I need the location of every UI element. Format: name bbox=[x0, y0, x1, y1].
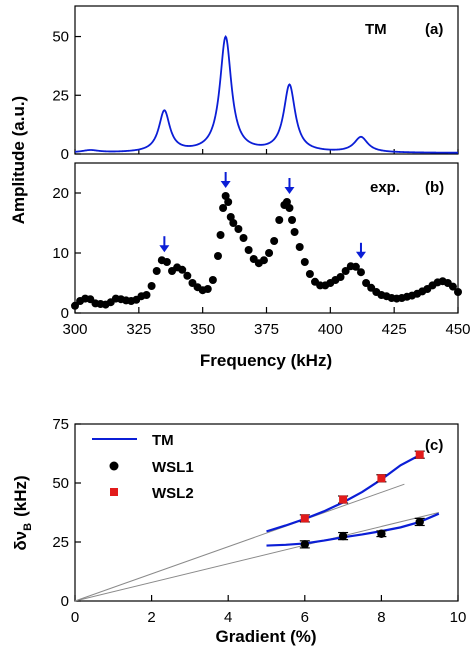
panel-b-xtick-label: 325 bbox=[126, 321, 151, 338]
panel-c-ylabel-symbol: δν bbox=[11, 531, 30, 551]
panel-b-point bbox=[285, 204, 293, 212]
panel-b-point bbox=[270, 237, 278, 245]
panel-b-ytick-label: 0 bbox=[61, 305, 69, 322]
panel-b-point bbox=[214, 252, 222, 260]
panel-b-arrow-head bbox=[356, 252, 366, 259]
panel-b-points bbox=[71, 192, 462, 310]
panel-a-tm-curve bbox=[75, 37, 458, 153]
panel-c-tm-curve bbox=[267, 455, 420, 531]
panel-b-arrow-head bbox=[221, 181, 231, 188]
panel-b-point bbox=[306, 270, 314, 278]
panel-b-point bbox=[301, 258, 309, 266]
panel-c-ytick-label: 0 bbox=[61, 593, 69, 610]
panel-b-ytick-label: 20 bbox=[52, 185, 69, 202]
panel-c-xtick-label: 0 bbox=[71, 609, 79, 626]
panel-b-xtick-label: 350 bbox=[190, 321, 215, 338]
panel-c-curves bbox=[267, 455, 439, 545]
legend-wsl2-swatch bbox=[110, 488, 118, 496]
panel-b-arrows bbox=[159, 172, 366, 259]
panel-b-xtick-label: 400 bbox=[318, 321, 343, 338]
panel-b-series-label: exp. bbox=[370, 179, 400, 196]
panel-b-point bbox=[204, 285, 212, 293]
panel-b-xtick-label: 300 bbox=[62, 321, 87, 338]
panel-a-ytick-label: 50 bbox=[52, 29, 69, 46]
panel-b-point bbox=[260, 256, 268, 264]
panel-a-yticks: 0 25 50 bbox=[52, 29, 458, 163]
panel-c-legend: TM WSL1 WSL2 bbox=[92, 432, 194, 502]
panel-b-point bbox=[288, 216, 296, 224]
panel-a: 0 25 50 TM (a) bbox=[52, 6, 458, 163]
panel-c-ylabel-sub: B bbox=[22, 523, 34, 531]
panel-c-yticks: 0 25 50 75 bbox=[52, 416, 81, 610]
panel-b-point bbox=[148, 282, 156, 290]
panel-c-xlabel: Gradient (%) bbox=[215, 627, 316, 646]
legend-wsl2-label: WSL2 bbox=[152, 485, 194, 502]
panel-b-point bbox=[275, 216, 283, 224]
panel-c-ylabel-unit: (kHz) bbox=[11, 475, 30, 517]
panel-c-ytick-label: 50 bbox=[52, 475, 69, 492]
panel-b-point bbox=[245, 246, 253, 254]
panel-b-point bbox=[183, 272, 191, 280]
legend-tm-label: TM bbox=[152, 432, 174, 449]
panel-b-point bbox=[217, 231, 225, 239]
legend-wsl1-label: WSL1 bbox=[152, 459, 194, 476]
panel-b-xtick-label: 375 bbox=[254, 321, 279, 338]
panel-b-point bbox=[265, 249, 273, 257]
panel-a-ytick-label: 25 bbox=[52, 87, 69, 104]
panel-b-arrow-head bbox=[284, 187, 294, 194]
panel-c-wsl2-point bbox=[416, 451, 424, 459]
panel-c-xtick-label: 6 bbox=[301, 609, 309, 626]
panel-c-xticks: 0 2 4 6 8 10 bbox=[71, 595, 467, 626]
panel-b-point bbox=[209, 276, 217, 284]
panel-c-frame bbox=[75, 424, 458, 601]
panel-c-wsl2-point bbox=[339, 496, 347, 504]
panel-b-arrow-head bbox=[159, 245, 169, 252]
panel-c-wsl1-point bbox=[377, 530, 385, 538]
panel-c-xtick-label: 2 bbox=[147, 609, 155, 626]
panel-a-frame bbox=[75, 6, 458, 154]
panel-b-point bbox=[142, 291, 150, 299]
panel-b: 0 10 20 300 325 350 375 400 425 450 exp. (b) Fre… bbox=[9, 96, 471, 370]
panel-c-ylabel-text: δνB (kHz) bbox=[11, 475, 34, 550]
panel-c-guide-line bbox=[75, 484, 404, 601]
panel-b-point bbox=[240, 234, 248, 242]
panel-b-xtick-label: 450 bbox=[445, 321, 470, 338]
panel-b-xticks: 300 325 350 375 400 425 450 bbox=[62, 307, 470, 338]
panel-c-label: (c) bbox=[425, 437, 443, 454]
panel-b-point bbox=[153, 267, 161, 275]
panel-b-point bbox=[234, 225, 242, 233]
panel-b-ytick-label: 10 bbox=[52, 245, 69, 262]
panel-a-ytick-label: 0 bbox=[61, 146, 69, 163]
panel-c-xtick-label: 4 bbox=[224, 609, 232, 626]
panel-b-label: (b) bbox=[425, 179, 444, 196]
panel-c-wsl1-point bbox=[301, 540, 309, 548]
panel-c-guides bbox=[75, 484, 439, 601]
shared-ylabel: Amplitude (a.u.) bbox=[9, 96, 28, 224]
panel-b-xtick-label: 425 bbox=[382, 321, 407, 338]
panel-b-point bbox=[357, 268, 365, 276]
panel-c: 0 25 50 75 0 2 4 6 8 10 (c) Gradient (%) δνB (kHz… bbox=[11, 416, 466, 646]
panel-c-ylabel: δνB (kHz) bbox=[11, 475, 34, 550]
panel-b-point bbox=[163, 258, 171, 266]
panel-c-ytick-label: 25 bbox=[52, 534, 69, 551]
panel-b-point bbox=[296, 243, 304, 251]
panel-c-wsl1-point bbox=[339, 532, 347, 540]
panel-b-frame bbox=[75, 163, 458, 313]
panel-b-point bbox=[291, 228, 299, 236]
panel-c-ytick-label: 75 bbox=[52, 416, 69, 433]
panel-b-point bbox=[224, 198, 232, 206]
panel-b-point bbox=[454, 288, 462, 296]
legend-wsl1-swatch bbox=[110, 462, 119, 471]
panel-b-xlabel: Frequency (kHz) bbox=[200, 351, 332, 370]
panel-a-series-label: TM bbox=[365, 21, 387, 38]
panel-c-xtick-label: 8 bbox=[377, 609, 385, 626]
panel-c-wsl2-point bbox=[301, 514, 309, 522]
panel-c-wsl2-point bbox=[377, 474, 385, 482]
panel-c-guide-line bbox=[75, 513, 439, 602]
panel-c-wsl1-point bbox=[416, 518, 424, 526]
panel-c-xtick-label: 10 bbox=[450, 609, 467, 626]
panel-a-label: (a) bbox=[425, 21, 443, 38]
